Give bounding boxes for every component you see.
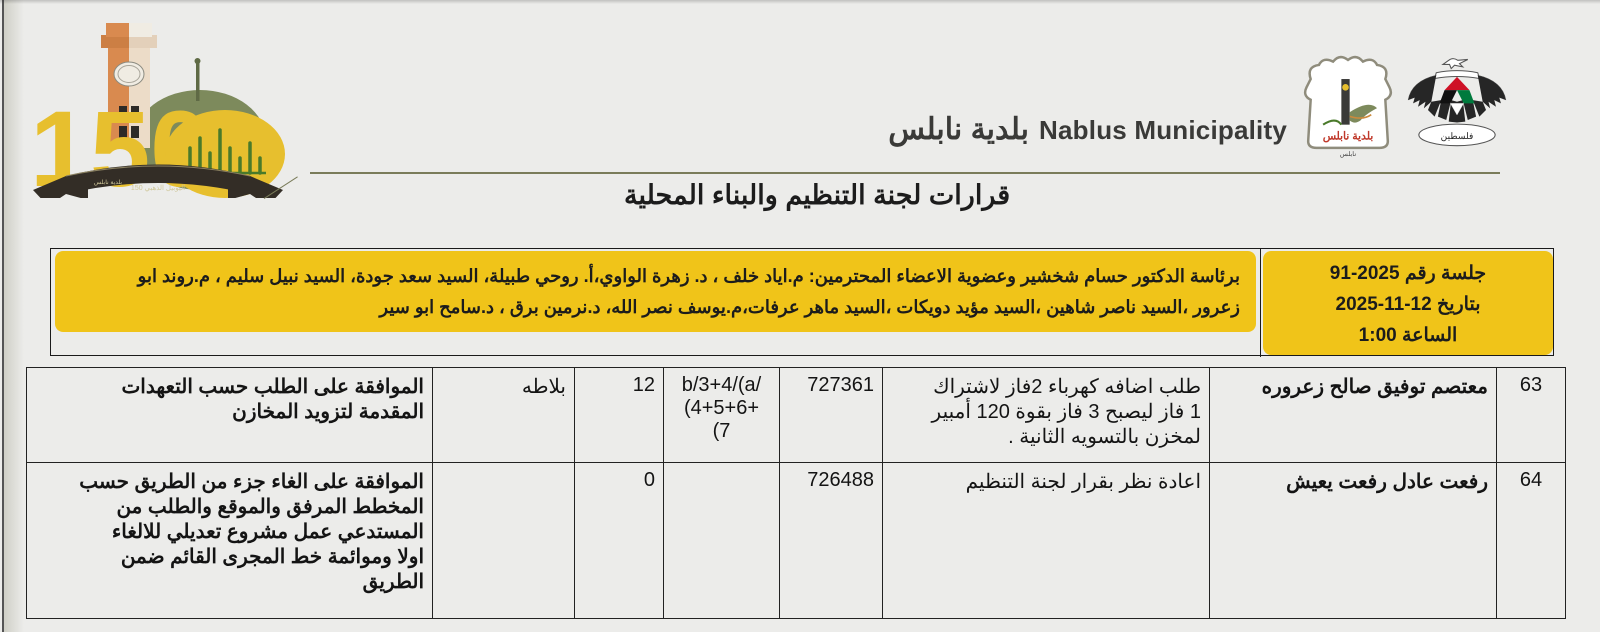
svg-text:بلدية نابلس: بلدية نابلس — [1323, 131, 1374, 143]
svg-text:فلسطين: فلسطين — [1441, 131, 1474, 142]
svg-text:اليوبيل الذهبي 150: اليوبيل الذهبي 150 — [131, 184, 185, 192]
svg-text:نابلس: نابلس — [1340, 150, 1357, 158]
svg-text:بلدية نابلس: بلدية نابلس — [94, 179, 122, 186]
